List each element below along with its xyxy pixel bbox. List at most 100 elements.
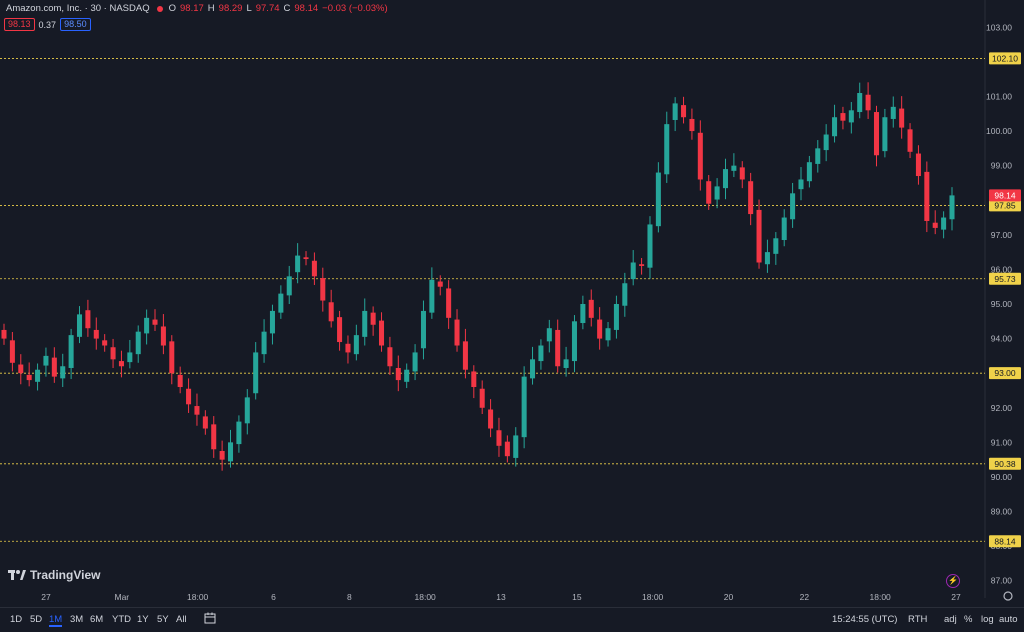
candle-body: [345, 343, 351, 353]
candle-body: [605, 328, 611, 341]
last-price-badge: [989, 189, 1021, 202]
candle-body: [907, 129, 913, 152]
candle-body: [530, 359, 536, 379]
level-badge-label: 88.14: [994, 536, 1016, 546]
candle-body: [353, 335, 359, 355]
candle-body: [320, 278, 326, 301]
candle-body: [555, 329, 561, 367]
level-badge-label: 90.38: [994, 459, 1016, 469]
auto-scale-button[interactable]: auto: [999, 614, 1018, 625]
timeframe-5d-button[interactable]: 5D: [30, 614, 43, 625]
candle-body: [706, 181, 712, 204]
candle-body: [471, 371, 477, 388]
candle-body: [932, 222, 938, 228]
x-tick-label: 22: [800, 592, 810, 602]
x-tick-label: 18:00: [415, 592, 437, 602]
symbol-title[interactable]: Amazon.com, Inc. · 30 · NASDAQ: [6, 3, 150, 14]
candle-body: [462, 341, 468, 370]
candle-body: [328, 302, 334, 322]
clock-time[interactable]: 15:24:55 (UTC): [832, 614, 898, 625]
tradingview-logo-icon: [8, 570, 26, 580]
candle-body: [186, 388, 192, 405]
y-tick-label: 95.00: [991, 299, 1013, 309]
timeframe-1d-button[interactable]: 1D: [10, 614, 23, 625]
timeframe-all-button[interactable]: All: [176, 614, 187, 625]
buy-price-button[interactable]: 98.50: [60, 18, 91, 31]
candle-body: [261, 331, 267, 355]
level-badge: [989, 52, 1021, 65]
timeframe-3m-button[interactable]: 3M: [70, 614, 84, 625]
timeframe-ytd-button[interactable]: YTD: [112, 614, 131, 625]
candle-body: [496, 430, 502, 446]
candle-body: [848, 110, 854, 123]
candle-body: [790, 193, 796, 220]
candle-body: [513, 435, 519, 458]
y-tick-label: 96.00: [991, 264, 1013, 274]
candle-body: [278, 293, 284, 313]
candle-body: [152, 319, 158, 325]
candle-body: [1, 329, 7, 339]
candle-body: [773, 238, 779, 254]
level-badge: [989, 367, 1021, 380]
y-tick-label: 87.00: [991, 576, 1013, 586]
candle-body: [395, 367, 401, 381]
candle-body: [798, 179, 804, 190]
tradingview-logo[interactable]: TradingView: [8, 568, 100, 582]
candle-body: [521, 376, 527, 438]
close-label: C: [283, 3, 291, 14]
candle-body: [43, 355, 49, 366]
candle-body: [546, 328, 552, 342]
last-price-label: 98.14: [994, 190, 1016, 200]
candle-body: [832, 117, 838, 137]
x-tick-label: 18:00: [187, 592, 209, 602]
brand-name: TradingView: [30, 568, 101, 582]
candle-body: [647, 224, 653, 268]
calendar-range-icon[interactable]: [204, 612, 216, 627]
y-tick-label: 94.00: [991, 334, 1013, 344]
candle-body: [739, 167, 745, 180]
sell-price-button[interactable]: 98.13: [4, 18, 35, 31]
candle-body: [387, 347, 393, 367]
candle-body: [639, 264, 645, 266]
gear-icon: [1003, 591, 1013, 601]
candle-body: [949, 195, 955, 220]
adjust-button[interactable]: adj: [944, 614, 957, 625]
candle-body: [219, 451, 225, 460]
lightning-icon[interactable]: ⚡: [946, 574, 960, 588]
x-tick-label: Mar: [115, 592, 130, 602]
timeframe-1m-button[interactable]: 1M: [49, 614, 63, 627]
candle-body: [420, 310, 426, 349]
candle-body: [244, 397, 250, 424]
candle-body: [748, 181, 754, 215]
level-badge: [989, 457, 1021, 470]
session-button[interactable]: RTH: [908, 614, 928, 625]
candle-body: [370, 312, 376, 325]
candle-body: [227, 442, 234, 462]
level-badge: [989, 535, 1021, 548]
high-label: H: [207, 3, 215, 14]
bottom-toolbar: 1D 5D 1M 3M 6M YTD 1Y 5Y All 15:24:55 (U…: [0, 607, 1024, 628]
candle-body: [655, 172, 661, 227]
high-value: 98.29: [218, 3, 243, 14]
y-tick-label: 103.00: [986, 22, 1012, 32]
log-scale-button[interactable]: log: [981, 614, 994, 625]
candle-body: [672, 103, 678, 120]
quote-row: 98.13 0.37 98.50: [4, 18, 91, 31]
candle-body: [806, 162, 812, 182]
spread-value: 0.37: [38, 19, 57, 30]
x-tick-label: 6: [271, 592, 276, 602]
candle-body: [253, 352, 259, 394]
x-tick-label: 8: [347, 592, 352, 602]
timeframe-5y-button[interactable]: 5Y: [157, 614, 169, 625]
candle-body: [85, 310, 91, 329]
timeframe-1y-button[interactable]: 1Y: [137, 614, 149, 625]
timeframe-6m-button[interactable]: 6M: [90, 614, 104, 625]
x-tick-label: 18:00: [642, 592, 664, 602]
x-tick-label: 13: [496, 592, 506, 602]
candle-body: [722, 169, 729, 189]
candle-body: [815, 148, 821, 164]
percent-scale-button[interactable]: %: [964, 614, 973, 625]
candle-body: [571, 321, 577, 362]
